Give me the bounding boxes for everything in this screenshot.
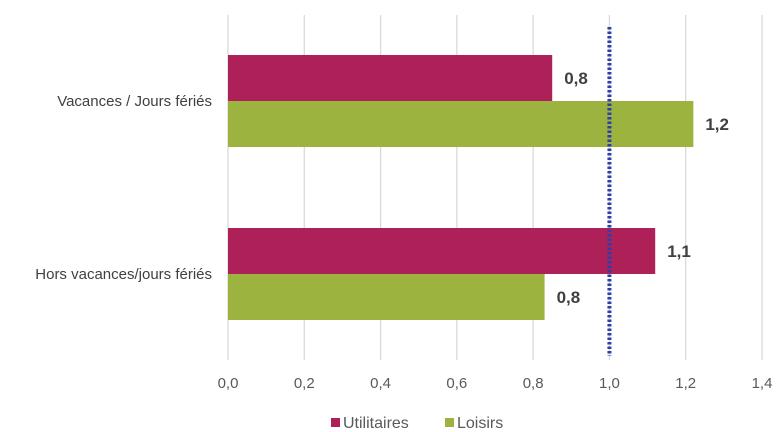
- bar-utilitaires: [228, 55, 553, 101]
- x-tick-label: 0,4: [370, 375, 391, 392]
- category-label: Hors vacances/jours fériés: [35, 266, 212, 283]
- data-label: 0,8: [557, 288, 581, 307]
- data-label: 0,8: [564, 69, 588, 88]
- x-tick-label: 0,8: [523, 375, 544, 392]
- legend: Utilitaires Loisirs: [331, 415, 503, 432]
- x-tick-label: 0,0: [218, 375, 239, 392]
- bars: [228, 55, 694, 320]
- x-tick-label: 1,2: [675, 375, 696, 392]
- data-label: 1,1: [667, 242, 691, 261]
- bar-utilitaires: [228, 228, 656, 274]
- x-axis-ticks: 0,0 0,2 0,4 0,6 0,8 1,0 1,2 1,4: [218, 375, 773, 392]
- bar-loisirs: [228, 274, 545, 320]
- legend-swatch-loisirs: [445, 418, 454, 427]
- legend-swatch-utilitaires: [331, 418, 340, 427]
- x-tick-label: 0,6: [446, 375, 467, 392]
- bar-loisirs: [228, 101, 694, 147]
- legend-label: Loisirs: [457, 415, 503, 432]
- x-tick-label: 1,4: [752, 375, 773, 392]
- legend-label: Utilitaires: [343, 415, 409, 432]
- data-labels: 0,8 1,2 1,1 0,8: [557, 69, 729, 307]
- category-label: Vacances / Jours fériés: [57, 93, 212, 110]
- x-tick-label: 1,0: [599, 375, 620, 392]
- data-label: 1,2: [705, 115, 729, 134]
- x-tick-label: 0,2: [294, 375, 315, 392]
- category-labels: Vacances / Jours fériés Hors vacances/jou…: [35, 93, 212, 283]
